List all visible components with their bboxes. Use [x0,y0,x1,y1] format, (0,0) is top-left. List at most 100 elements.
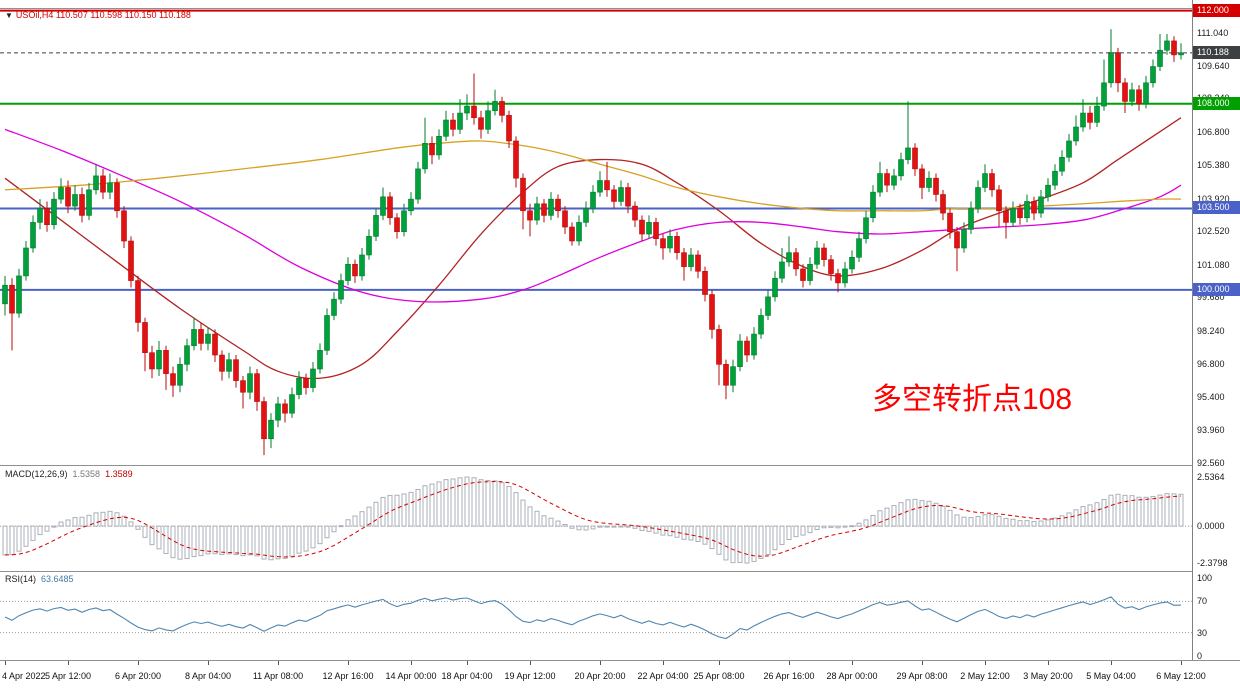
candle-body [58,187,64,200]
candles-series [2,29,1184,456]
time-label: 5 May 04:00 [1086,671,1136,681]
macd-histogram-bar [968,517,974,527]
macd-histogram-bar [1101,499,1107,527]
macd-histogram-bar [828,525,834,528]
macd-histogram-bar [688,525,694,541]
candle-body [835,273,841,284]
macd-signal-value: 1.3589 [105,469,133,479]
rsi-value: 63.6485 [41,574,74,584]
macd-histogram-bar [1003,517,1009,527]
chart-canvas[interactable] [0,0,1192,660]
macd-histogram-bar [1010,518,1016,527]
macd-histogram-bar [856,522,862,527]
candle-body [401,210,407,233]
panel-separator [0,571,1240,572]
time-label: 19 Apr 12:00 [504,671,556,681]
candle-body [996,189,1002,212]
macd-histogram-bar [268,525,274,561]
candle-body [121,210,127,242]
macd-histogram-bar [506,486,512,527]
macd-scale-min: -2.3798 [1197,558,1228,568]
macd-histogram-bar [121,515,127,527]
candle-body [954,231,960,249]
macd-histogram-bar [562,524,568,527]
candle-body [478,117,484,130]
candle-body [751,333,757,356]
macd-histogram-bar [548,517,554,527]
macd-histogram-bar [583,525,589,531]
macd-histogram-bar [954,514,960,527]
price-level-badge: 103.500 [1193,201,1240,215]
candle-body [254,373,260,402]
candle-body [793,252,799,270]
macd-histogram-bar [905,499,911,527]
time-label: 14 Apr 00:00 [385,671,437,681]
candle-body [884,173,890,186]
candle-body [534,203,540,221]
candle-body [989,173,995,191]
candle-body [9,284,15,314]
price-tick-label: 106.800 [1197,126,1230,137]
time-tick [852,661,853,665]
candle-body [513,140,519,179]
candle-body [1052,170,1058,186]
macd-histogram-bar [331,525,337,533]
candle-body [233,359,239,381]
time-label: 20 Apr 20:00 [574,671,626,681]
candle-body [282,403,288,414]
macd-histogram-bar [212,525,218,555]
macd-histogram-bar [625,525,631,528]
time-tick [5,661,6,665]
macd-histogram-bar [37,525,43,536]
rsi-scale-label: 100 [1197,573,1213,583]
time-tick [789,661,790,665]
time-tick [348,661,349,665]
candle-body [429,142,435,156]
macd-histogram-bar [730,525,736,564]
macd-histogram-bar [849,525,855,528]
macd-histogram-bar [772,525,778,551]
macd-histogram-bar [254,525,260,557]
macd-histogram-bar [674,525,680,538]
macd-histogram-bar [450,478,456,527]
macd-histogram-bar [401,493,407,527]
macd-histogram-bar [1094,502,1100,527]
macd-histogram-bar [982,514,988,527]
candle-body [16,275,22,314]
macd-histogram-bar [1024,520,1030,527]
macd-histogram-bar [863,519,869,527]
time-axis[interactable]: 4 Apr 2022 5 Apr 12:00 6 Apr 20:00 8 Apr 04… [0,661,1240,698]
candle-body [807,263,813,281]
macd-histogram-bar [695,525,701,542]
price-axis[interactable]: 111.040109.640108.240106.800105.380103.9… [1192,0,1240,661]
candle-body [387,196,393,219]
macd-histogram-bar [870,514,876,527]
candle-body [821,247,827,260]
candle-body [317,350,323,370]
time-label: 12 Apr 16:00 [322,671,374,681]
macd-histogram-bar [1108,494,1114,527]
macd-histogram-bar [1045,519,1051,527]
time-label: 28 Apr 00:00 [826,671,878,681]
time-label: 18 Apr 04:00 [441,671,493,681]
candle-body [1178,52,1184,56]
macd-histogram-bar [44,525,50,532]
candle-body [338,280,344,300]
macd-histogram-bar [23,525,29,547]
time-label: 26 Apr 16:00 [763,671,815,681]
candle-body [485,110,491,130]
macd-histogram-bar [1052,517,1058,527]
macd-histogram-bar [541,515,547,527]
candle-body [765,296,771,316]
rsi-scale-label: 30 [1197,627,1208,638]
candle-body [646,222,652,235]
macd-histogram-bar [184,525,190,560]
macd-histogram-bar [422,485,428,527]
chart-annotation[interactable]: 多空转折点108 [872,383,1073,416]
candle-body [863,217,869,239]
candle-body [947,212,953,233]
macd-histogram-bar [9,525,15,555]
macd-histogram-bar [842,525,848,528]
candle-body [1122,82,1128,102]
macd-histogram-bar [1150,496,1156,527]
